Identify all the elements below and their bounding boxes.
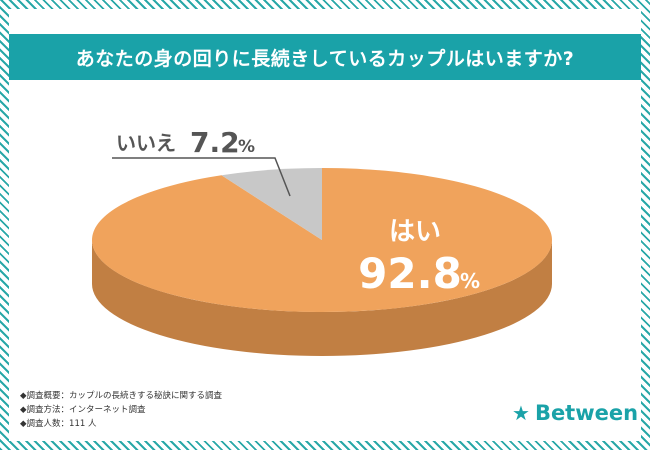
- slice-value-yes: 92.8: [358, 249, 462, 298]
- chart-title-bar: あなたの身の回りに長続きしているカップルはいますか?: [9, 34, 641, 80]
- survey-note-overview: ◆調査概要：カップルの長続きする秘訣に関する調査: [20, 391, 223, 401]
- survey-notes: ◆調査概要：カップルの長続きする秘訣に関する調査 ◆調査方法：インターネット調査…: [20, 389, 222, 431]
- survey-note-count: ◆調査人数：111 人: [20, 419, 97, 429]
- callout-line-no: [112, 157, 291, 197]
- star-icon: ★: [512, 401, 530, 425]
- pie-side-wall: [92, 240, 552, 356]
- chart-title: あなたの身の回りに長続きしているカップルはいますか?: [75, 47, 575, 70]
- brand-logo: ★ Between: [512, 401, 638, 425]
- slice-label-no: いいえ: [116, 131, 176, 155]
- pie-slice-yes: [92, 168, 553, 312]
- slice-unit-no: %: [238, 137, 255, 157]
- slice-label-yes: はい: [389, 217, 441, 247]
- pie-slice-no: [221, 168, 322, 240]
- brand-name: Between: [534, 401, 639, 425]
- survey-note-method: ◆調査方法：インターネット調査: [20, 405, 146, 415]
- slice-value-no: 7.2: [190, 126, 240, 159]
- slice-unit-yes: %: [460, 269, 480, 293]
